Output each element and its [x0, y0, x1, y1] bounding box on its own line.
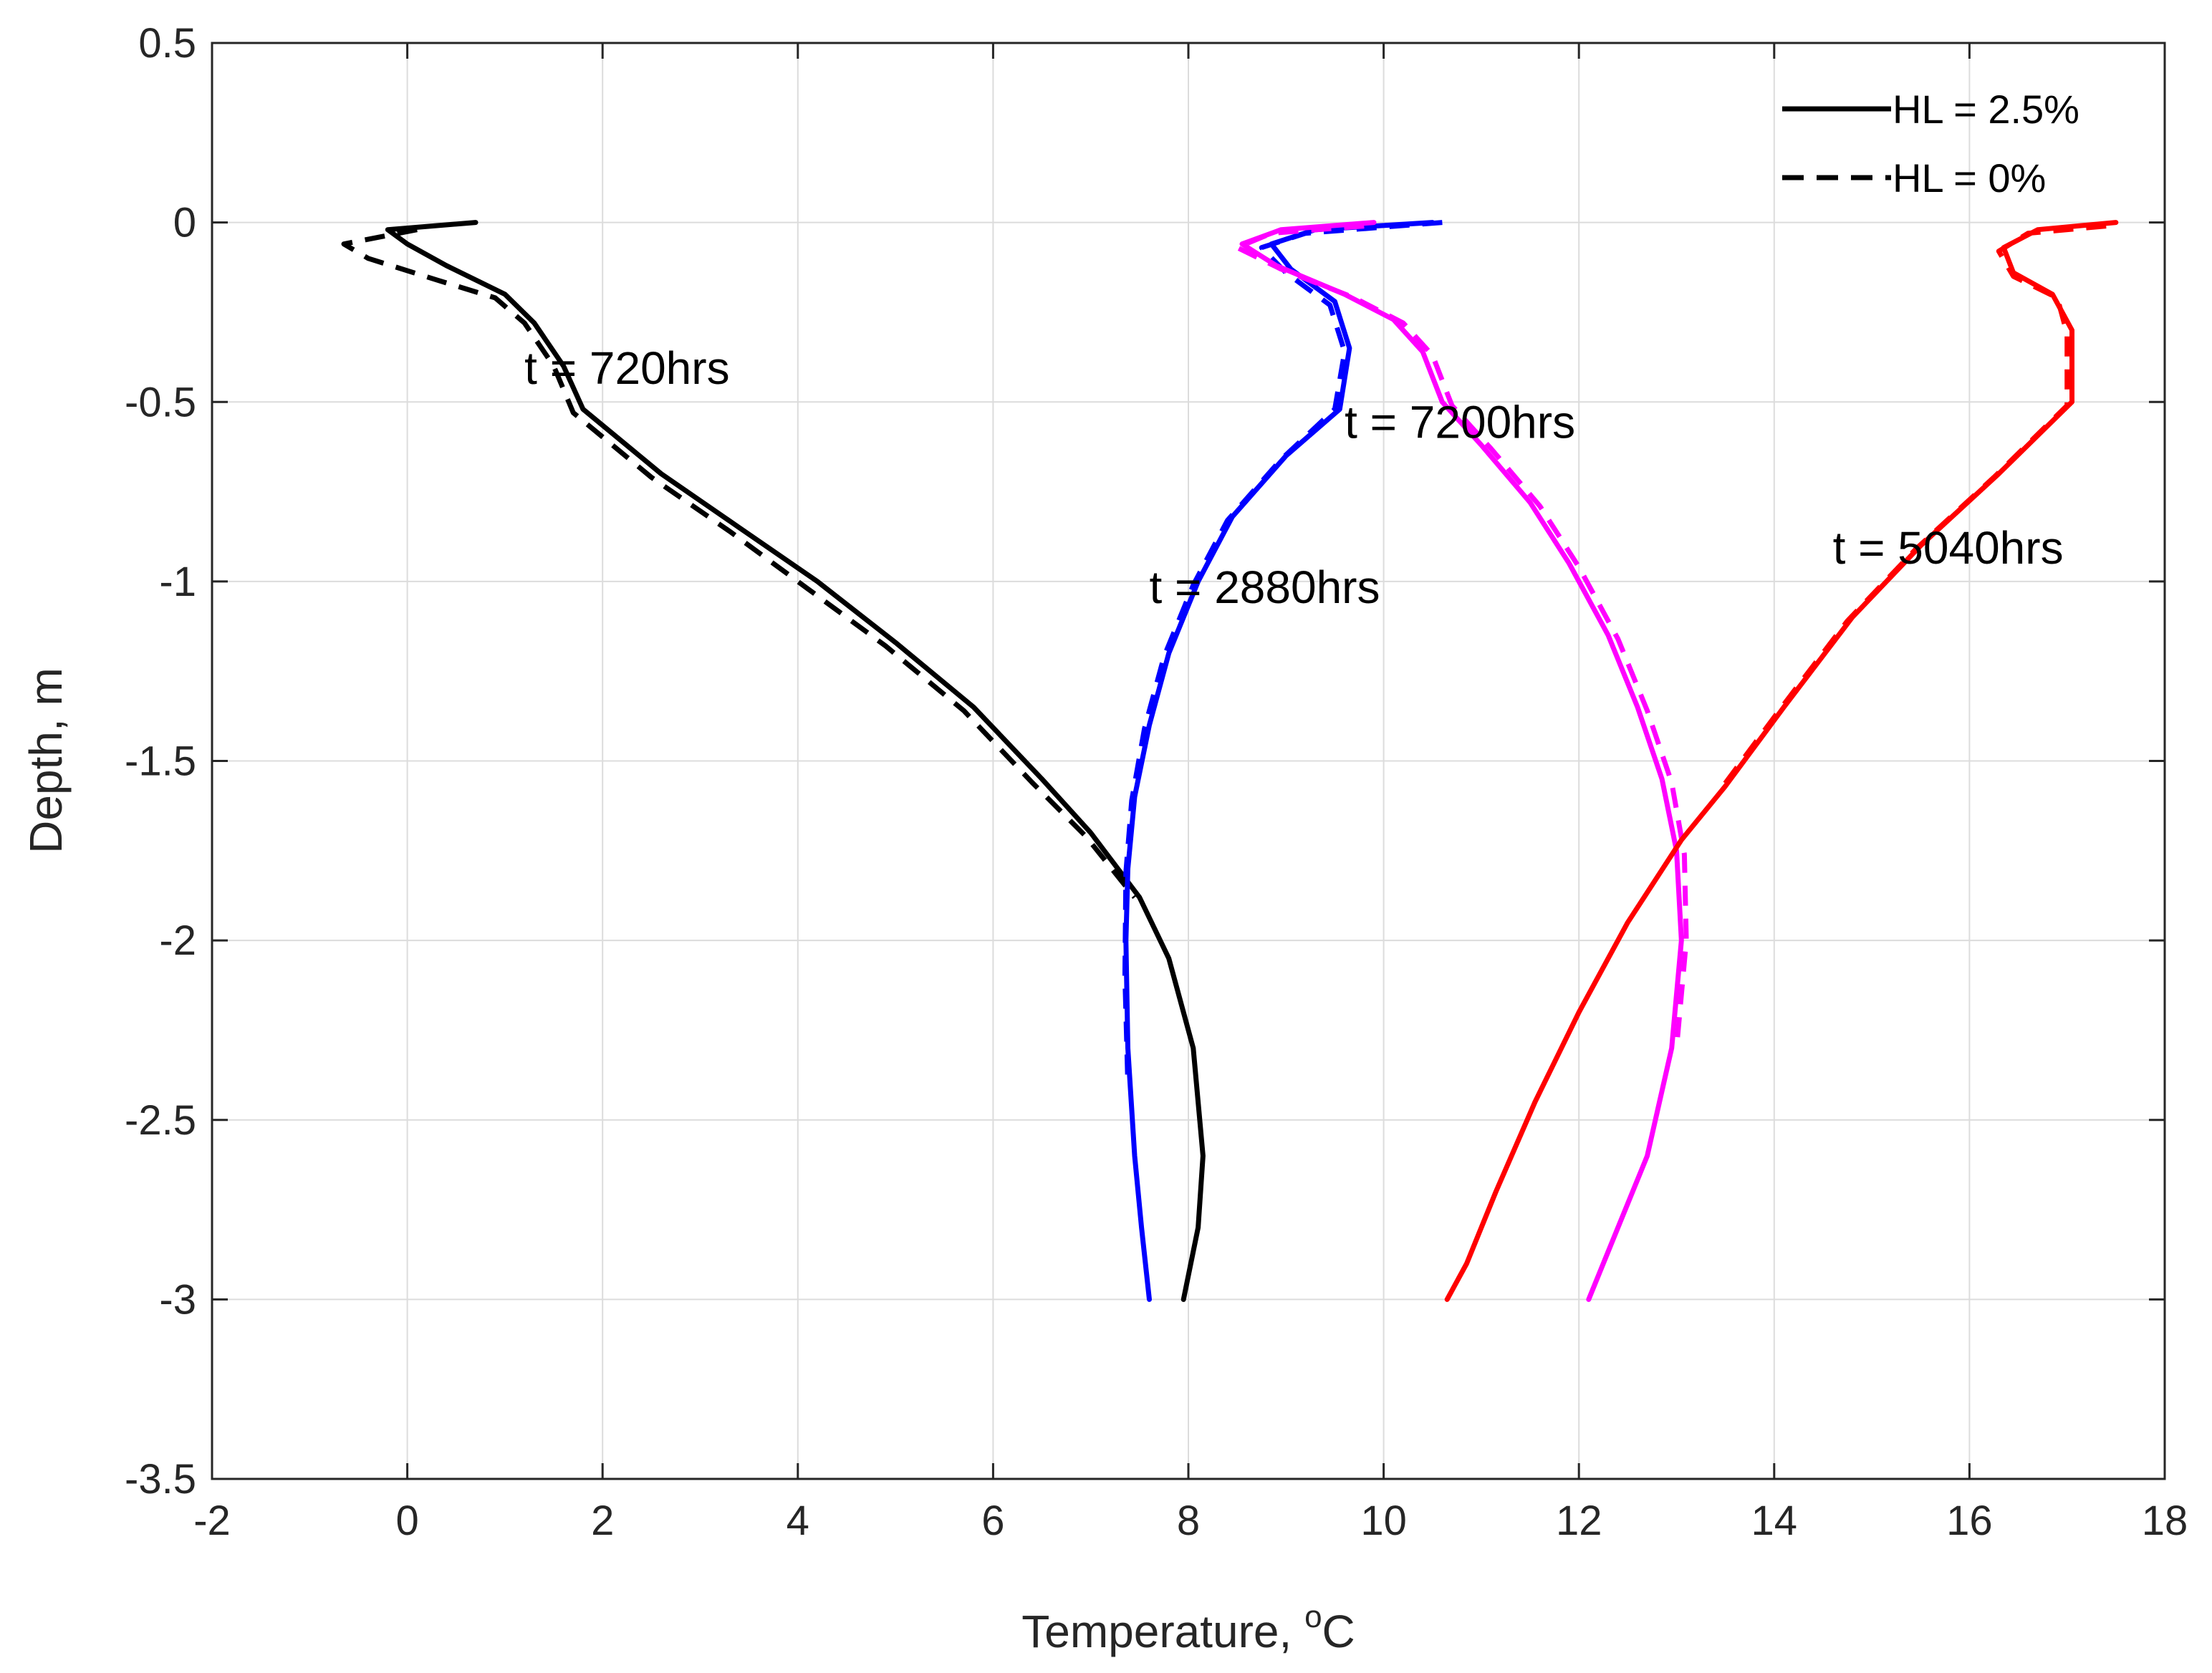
- x-tick-label: 18: [2142, 1498, 2188, 1544]
- legend-label-dashed: HL = 0%: [1893, 155, 2046, 201]
- x-tick-label: 10: [1360, 1498, 1407, 1544]
- annotation-label: t = 5040hrs: [1833, 522, 2064, 574]
- series-lines: [341, 220, 2119, 1302]
- x-tick-label: 12: [1556, 1498, 1602, 1544]
- x-tick-label: 14: [1751, 1498, 1798, 1544]
- y-tick-label: 0: [173, 200, 196, 246]
- y-tick-label: -1.5: [125, 738, 196, 785]
- y-tick-label: -3.5: [125, 1456, 196, 1503]
- annotations: t = 720hrs t = 2880hrs t = 7200hrs t = 5040…: [524, 342, 2063, 613]
- x-axis-label: Temperature, oC: [1021, 1599, 1355, 1657]
- series-line-5: [1234, 223, 1689, 1048]
- y-tick-label: -0.5: [125, 379, 196, 425]
- series-line-0: [385, 220, 1206, 1302]
- y-tick-label: -2.5: [125, 1097, 196, 1144]
- series-line-1: [341, 227, 1137, 900]
- axis-ticks: -2 0 2 4 6 8 10 12 14 16 18 0.5 0 -0.5 -1 -1.5 -2 -2.5 -3 -…: [125, 20, 2188, 1544]
- x-axis-label-main: Temperature,: [1021, 1606, 1304, 1657]
- x-axis-label-sup: o: [1304, 1599, 1322, 1634]
- legend: HL = 2.5% HL = 0%: [1782, 87, 2079, 201]
- series-line-7: [1718, 223, 2107, 791]
- annotation-label: t = 720hrs: [524, 342, 729, 394]
- x-tick-label: 0: [395, 1498, 418, 1544]
- x-tick-label: 16: [1946, 1498, 1993, 1544]
- x-tick-label: -2: [193, 1498, 231, 1544]
- x-tick-label: 2: [591, 1498, 614, 1544]
- series-line-4: [1239, 220, 1684, 1302]
- annotation-label: t = 7200hrs: [1345, 396, 1575, 448]
- x-tick-label: 4: [787, 1498, 809, 1544]
- x-tick-label: 6: [981, 1498, 1004, 1544]
- y-tick-label: -1: [159, 559, 196, 605]
- legend-label-solid: HL = 2.5%: [1893, 87, 2079, 132]
- x-tick-label: 8: [1177, 1498, 1200, 1544]
- series-line-3: [1122, 220, 1443, 1084]
- y-axis-label: Depth, m: [20, 667, 72, 854]
- y-tick-label: -2: [159, 917, 196, 964]
- annotation-label: t = 2880hrs: [1149, 561, 1380, 613]
- y-tick-label: 0.5: [138, 20, 196, 67]
- x-axis-label-suffix: C: [1322, 1606, 1355, 1657]
- y-tick-label: -3: [159, 1276, 196, 1323]
